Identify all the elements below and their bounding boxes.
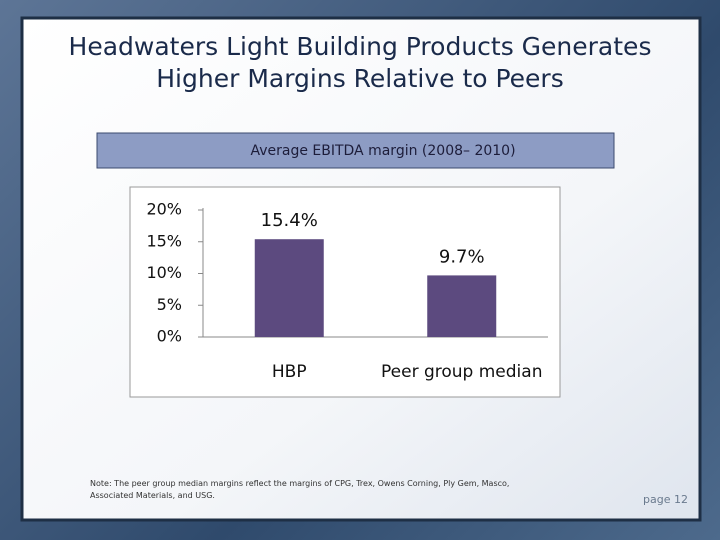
y-tick-label: 15% [146,231,182,250]
x-tick-label: HBP [272,362,307,382]
value-label: 9.7% [439,246,485,267]
page-number: page 12 [643,493,688,506]
bar [254,239,324,337]
y-tick-label: 5% [157,295,182,314]
slide-title: Headwaters Light Building Products Gener… [69,32,652,93]
footnote: Note: The peer group median margins refl… [90,479,509,500]
chart-subtitle: Average EBITDA margin (2008– 2010) [250,143,515,159]
y-tick-label: 20% [146,200,182,219]
x-tick-label: Peer group median [381,362,542,382]
y-tick-label: 0% [157,327,182,346]
bar [427,275,497,337]
chart-header [96,132,615,169]
y-tick-label: 10% [146,263,182,282]
value-label: 15.4% [261,210,318,231]
